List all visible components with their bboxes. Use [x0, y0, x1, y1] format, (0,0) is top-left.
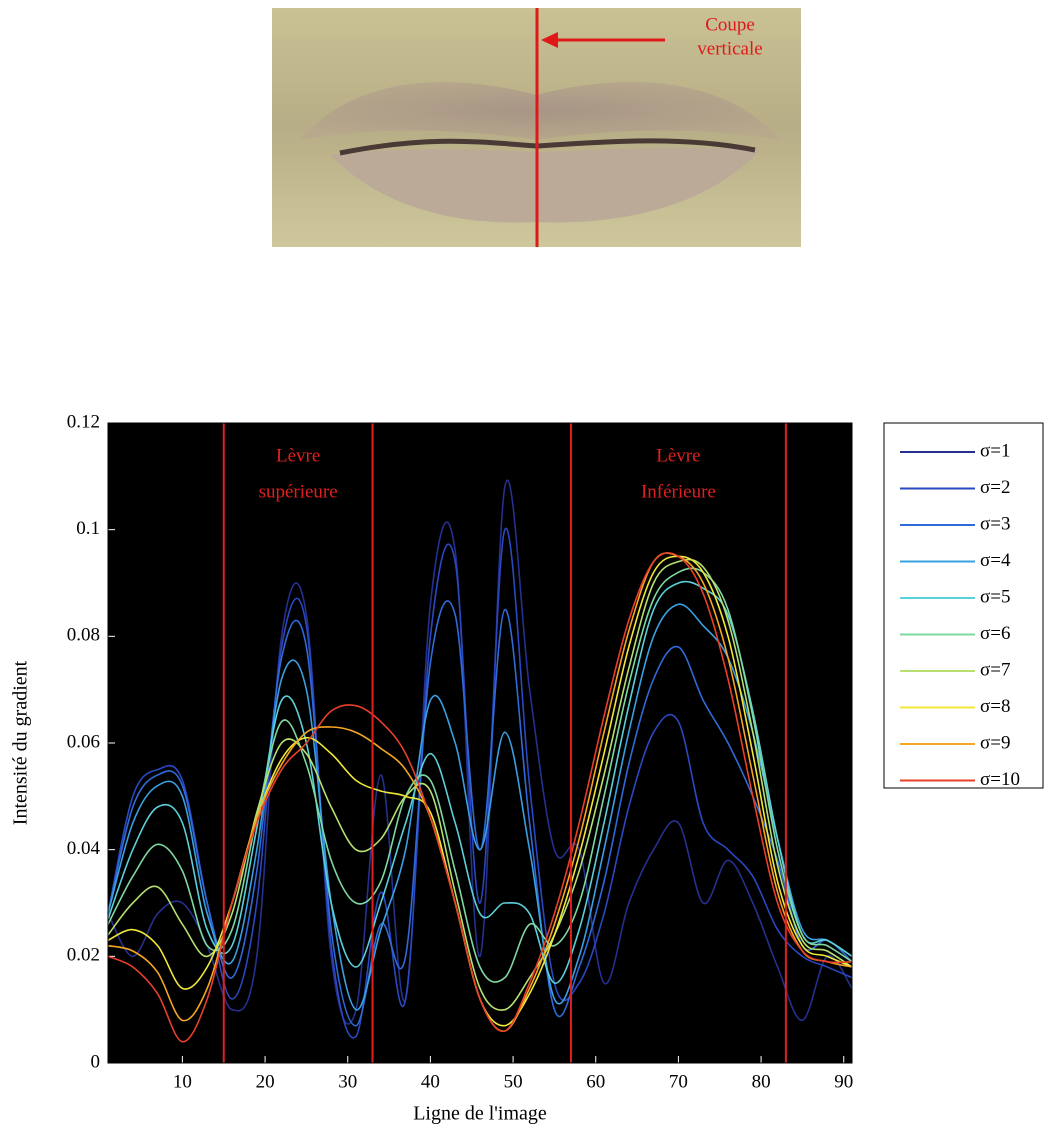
y-tick-label: 0.04 [67, 838, 101, 859]
legend-label: σ=2 [980, 477, 1010, 498]
legend-label: σ=8 [980, 696, 1010, 717]
cut-annotation: verticale [697, 38, 762, 59]
cut-annotation: Coupe [705, 14, 755, 35]
series-line [107, 558, 853, 1011]
x-tick-label: 40 [421, 1071, 440, 1092]
legend-label: σ=6 [980, 623, 1010, 644]
y-tick-label: 0.06 [67, 731, 100, 752]
x-tick-label: 60 [586, 1071, 605, 1092]
legend-box [883, 422, 1044, 789]
legend-label: σ=4 [980, 550, 1011, 571]
lower-lip [330, 147, 760, 223]
photo: Coupe verticale [272, 8, 801, 247]
x-tick-label: 80 [752, 1071, 771, 1092]
region-annotation: Inférieure [641, 481, 716, 502]
y-tick-label: 0.12 [67, 411, 100, 432]
legend-label: σ=3 [980, 513, 1010, 534]
y-axis-label: Intensité du gradient [10, 660, 32, 825]
series-line [107, 603, 853, 1011]
legend-label: σ=5 [980, 586, 1010, 607]
legend-label: σ=7 [980, 659, 1010, 680]
region-annotation: Lèvre [656, 445, 700, 466]
cut-arrow-head [541, 32, 558, 48]
y-tick-label: 0.02 [67, 945, 100, 966]
series-line [107, 552, 853, 1043]
legend-label: σ=1 [980, 440, 1010, 461]
x-tick-label: 30 [338, 1071, 357, 1092]
x-axis-label: Ligne de l'image [413, 1103, 547, 1125]
series-line [107, 567, 853, 983]
region-annotation: Lèvre [276, 445, 320, 466]
series-line [107, 600, 853, 1027]
upper-lip [300, 81, 780, 140]
y-tick-label: 0.1 [76, 518, 100, 539]
x-tick-label: 20 [256, 1071, 275, 1092]
legend-label: σ=9 [980, 732, 1010, 753]
series-line [107, 527, 853, 1039]
x-tick-label: 10 [173, 1071, 192, 1092]
y-tick-label: 0 [91, 1051, 101, 1072]
region-annotation: supérieure [259, 481, 338, 502]
y-tick-label: 0.08 [67, 625, 100, 646]
plot-frame [107, 422, 853, 1064]
x-tick-label: 90 [834, 1071, 853, 1092]
legend-label: σ=10 [980, 769, 1020, 790]
x-tick-label: 50 [504, 1071, 523, 1092]
series-line [107, 580, 853, 984]
x-tick-label: 70 [669, 1071, 688, 1092]
